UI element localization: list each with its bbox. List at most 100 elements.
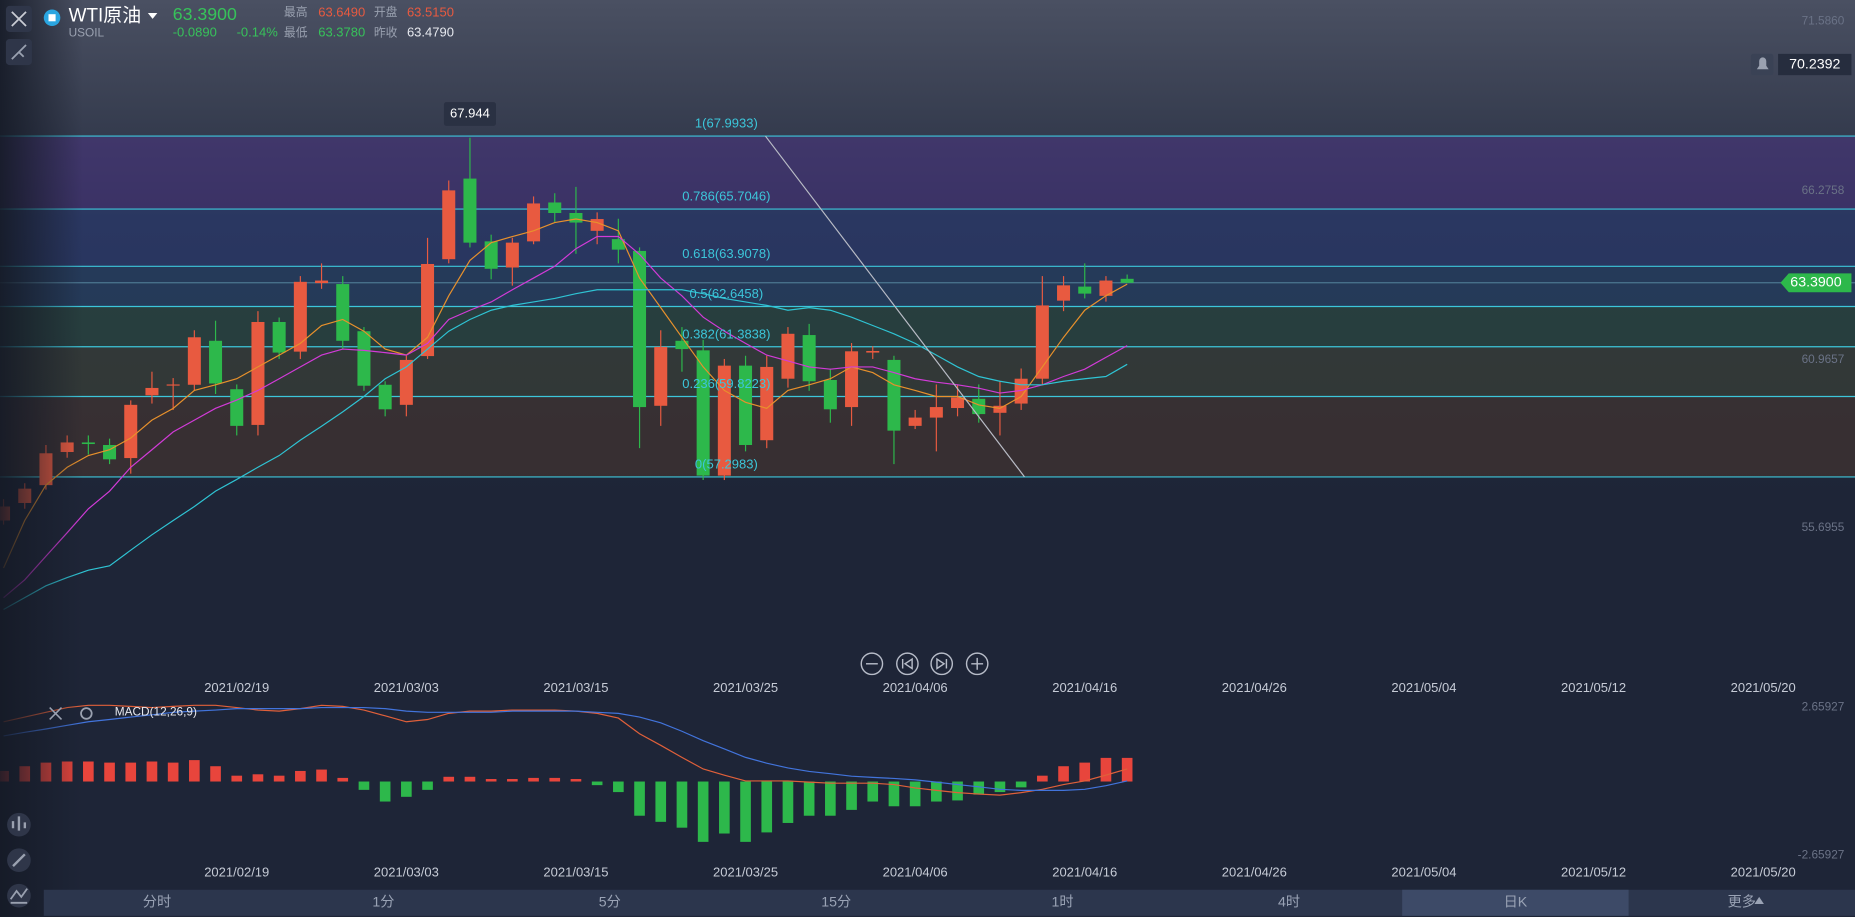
macd-bar: [1037, 775, 1048, 782]
candle-body: [845, 351, 859, 408]
candle-body: [1057, 285, 1071, 301]
macd-bar: [782, 781, 794, 823]
toolbar: [5, 39, 32, 908]
tab[interactable]: 日K: [1504, 895, 1528, 911]
x-tick-label: 2021/05/04: [1391, 680, 1456, 695]
macd-bar: [295, 770, 306, 782]
candle-body: [548, 202, 562, 214]
high-annotation-box: [443, 102, 496, 126]
fib-label: 0.618(63.9078): [682, 246, 770, 261]
macd-bar: [189, 760, 200, 782]
fib-label: 0.5(62.6458): [690, 286, 764, 301]
x-tick-label: 2021/04/26: [1222, 865, 1287, 880]
macd-bar: [825, 781, 836, 816]
macd-close[interactable]: [49, 707, 63, 720]
scroll-end-button[interactable]: [930, 652, 954, 676]
scroll-start-button[interactable]: [896, 652, 919, 676]
macd-bar: [676, 781, 688, 828]
macd-bar: [379, 781, 391, 802]
line-icon: [9, 888, 28, 904]
macd-bar: [613, 781, 624, 793]
last-price-tag: [1780, 273, 1852, 293]
x-tick-label: 2021/03/25: [713, 680, 778, 695]
candle-body: [951, 397, 965, 409]
candle-body: [209, 340, 223, 384]
candle-body: [442, 190, 456, 260]
candle-body: [505, 242, 519, 268]
x-tick-label: 2021/05/04: [1391, 865, 1456, 880]
candle-body: [590, 219, 604, 231]
x-tick-label: 2021/05/12: [1561, 680, 1626, 695]
macd-bar: [867, 781, 879, 802]
macd-settings[interactable]: [80, 707, 93, 720]
fib-label: 0.786(65.7046): [682, 189, 770, 204]
y-tick-label: 55.6955: [1802, 520, 1845, 534]
macd-bar: [1100, 757, 1112, 782]
macd-bar: [761, 781, 773, 833]
x-tick-label: 2021/03/15: [543, 680, 608, 695]
x-tick-label: 2021/04/06: [883, 680, 948, 695]
candle-body: [421, 263, 435, 357]
zoom-in-button[interactable]: [965, 652, 989, 676]
dropdown-arrow[interactable]: [147, 13, 158, 19]
x-tick-label: 2021/04/26: [1222, 680, 1287, 695]
stat-label: 最低: [284, 25, 308, 39]
candle-body: [1099, 280, 1113, 296]
line-button[interactable]: [7, 883, 31, 908]
candle-body: [866, 350, 880, 353]
tab[interactable]: 更多: [1728, 894, 1756, 911]
macd-bar: [591, 781, 603, 786]
macd-bar: [146, 761, 158, 782]
macd-bar: [570, 779, 582, 782]
tab[interactable]: 15分: [821, 895, 851, 911]
candle-body: [293, 281, 307, 352]
candle-body: [760, 366, 774, 441]
x-tick-label: 2021/03/15: [543, 865, 608, 880]
trend-line: [764, 135, 1025, 478]
stat-label: 最高: [284, 5, 308, 19]
x-tick-label: 2021/02/19: [204, 680, 269, 695]
candle-body: [739, 365, 753, 445]
x-tick-label: 2021/04/16: [1052, 680, 1117, 695]
tool-icon: [11, 44, 27, 60]
macd-bar: [273, 775, 285, 782]
candle-body: [569, 213, 583, 223]
macd-tick-label: -2.65927: [1798, 848, 1845, 862]
stat-label: 开盘: [374, 5, 398, 19]
x-tick-label: 2021/04/16: [1052, 865, 1117, 880]
candle-body: [484, 241, 498, 269]
candle-body: [654, 346, 668, 406]
macd-line: [3, 706, 1128, 791]
candle-body: [633, 250, 647, 408]
fib-band: [0, 209, 1855, 267]
candle-body: [972, 398, 986, 415]
x-tick-label: 2021/03/03: [374, 680, 439, 695]
candle-body: [251, 321, 265, 425]
symbol-name[interactable]: WTI原油: [69, 5, 142, 27]
macd-bar: [1121, 757, 1133, 782]
candle-body: [272, 321, 286, 353]
tab[interactable]: 1分: [372, 895, 394, 911]
tab[interactable]: 4时: [1278, 895, 1300, 911]
macd-bar: [888, 781, 900, 807]
symbol-code: USOIL: [69, 25, 105, 39]
zoom-in-icon: [971, 657, 984, 670]
tab[interactable]: 分时: [143, 895, 171, 911]
draw-icon: [12, 853, 26, 867]
x-tick-label: 2021/05/20: [1731, 865, 1796, 880]
macd-bar: [1058, 766, 1069, 782]
ma-line: [3, 289, 1128, 610]
candle-body: [675, 340, 689, 350]
zoom-out-button[interactable]: [860, 652, 884, 676]
close-icon: [11, 11, 27, 27]
candle-body: [993, 405, 1007, 413]
macd-bar: [528, 777, 539, 782]
macd-bar: [931, 781, 942, 802]
price-change: -0.0890: [173, 25, 217, 40]
tab[interactable]: 1时: [1052, 895, 1074, 911]
tab[interactable]: 5分: [599, 895, 621, 911]
fib-band: [0, 396, 1855, 477]
macd-bar: [401, 781, 412, 797]
candle-body: [823, 379, 837, 410]
y-tick-label: 66.2758: [1802, 183, 1845, 197]
